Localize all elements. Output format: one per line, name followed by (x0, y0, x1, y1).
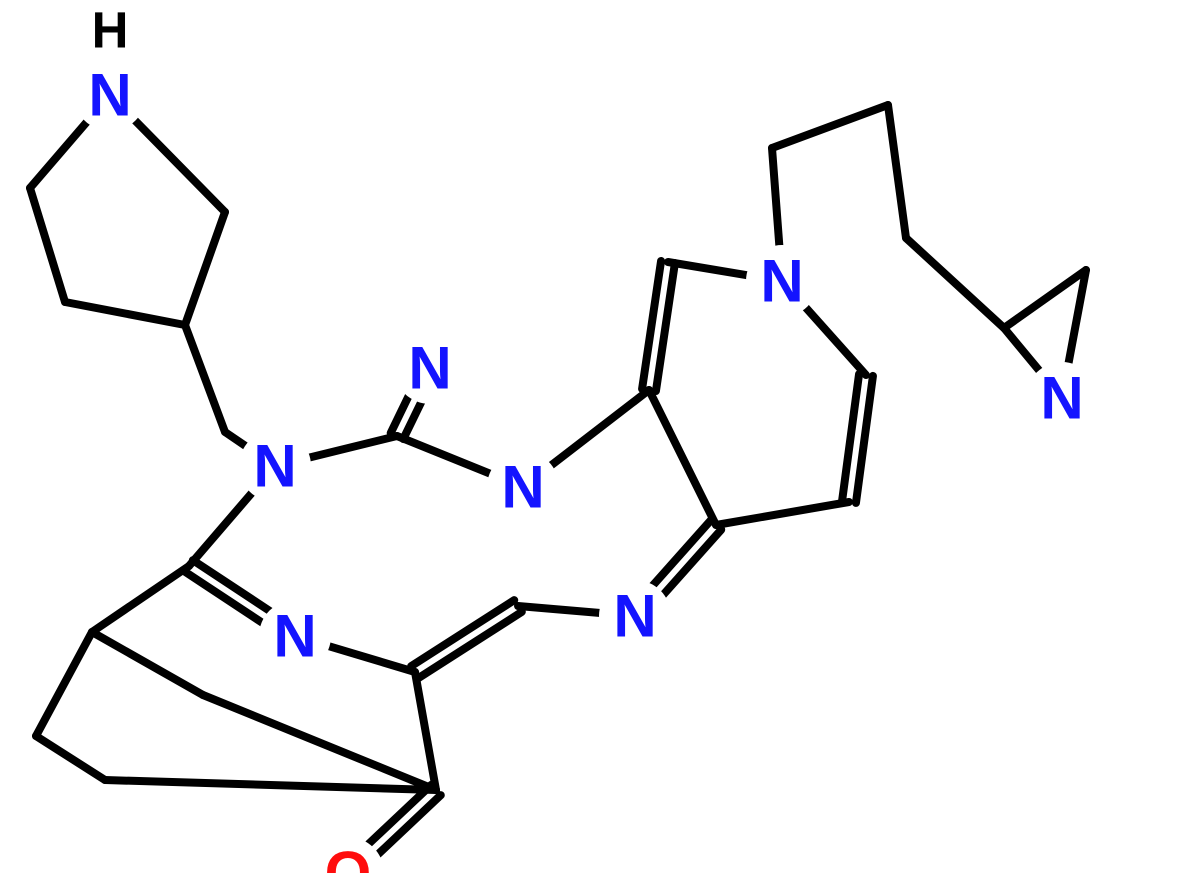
n-atom-label: N (501, 454, 544, 521)
n-atom-label: N (88, 62, 131, 129)
n-atom-label: N (760, 248, 803, 315)
n-atom-label: N (408, 335, 451, 402)
n-atom-label: N (273, 603, 316, 670)
h-atom-label: H (92, 2, 129, 59)
n-atom-label: N (253, 433, 296, 500)
n-atom-label: N (613, 583, 656, 650)
o-atom-label: O (325, 840, 372, 873)
n-atom-label: N (1040, 365, 1083, 432)
molecule-diagram: NNNNONNNNH (0, 0, 1187, 873)
